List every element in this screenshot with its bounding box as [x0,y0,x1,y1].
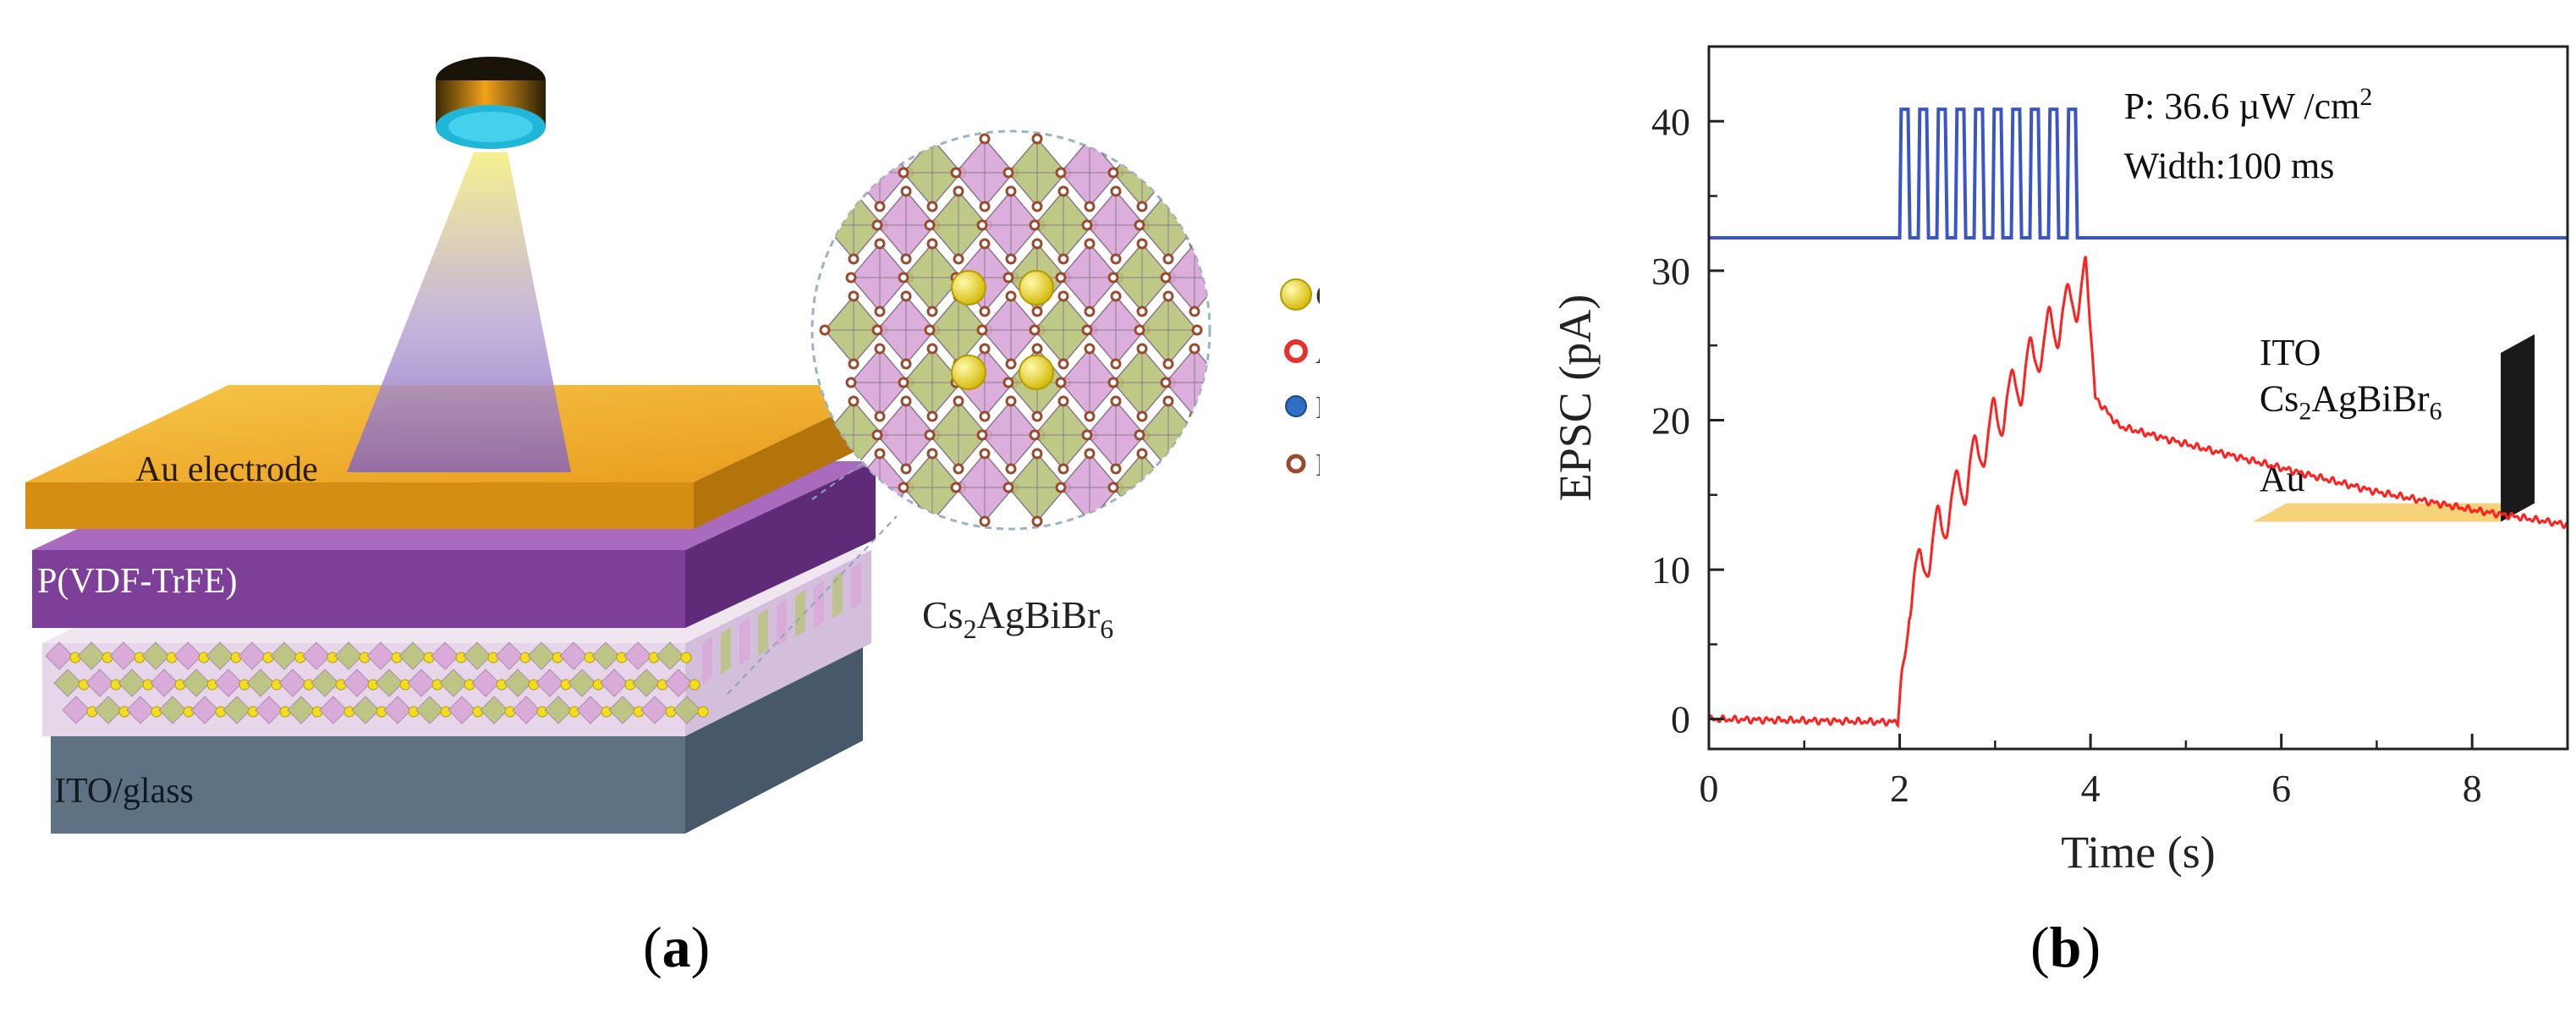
inset-layer-label: P(VDF-TrFE) [2260,424,2469,465]
crystal-formula: Cs2AgBiBr6 [922,593,1113,644]
x-axis-label: Time (s) [2061,827,2216,878]
epsc-series [1707,256,2568,729]
power-annotation: P: 36.6 µW /cm2 [2124,83,2373,127]
x-tick-label: 0 [1700,767,1719,810]
y-tick-label: 0 [1671,698,1690,741]
bi-atom-icon [1285,395,1307,417]
au-electrode-label: Au electrode [135,450,318,489]
cs-atom-icon [1280,278,1312,311]
plot-frame [1707,45,2569,751]
caption-b: (b) [2030,915,2101,979]
light-pulse-series [1709,107,2568,240]
legend-br-label: Br [1315,448,1320,483]
device-schematic-panel: Au electrode P(VDF-TrFE) ITO/glass Cs2Ag… [25,57,1354,979]
x-tick-label: 2 [1890,767,1909,810]
y-tick-label: 30 [1651,250,1690,293]
atom-legend: Cs Ag Bi Br [1280,278,1354,483]
pvdf-label: P(VDF-TrFE) [37,562,238,601]
x-tick-label: 4 [2081,767,2101,810]
caption-a: (a) [643,915,711,979]
zoom-connector [727,456,898,695]
y-axis-label: EPSC (pA) [1550,295,1601,502]
lamp-icon [436,57,546,149]
x-tick-label: 8 [2463,767,2482,810]
ag-atom-icon [1284,339,1308,363]
ito-glass-label: ITO/glass [54,772,194,811]
legend-cs-label: Cs [1315,278,1320,314]
crystal-structure-zoom [810,129,1211,531]
legend-ag-label: Ag [1315,335,1320,371]
legend-bi-label: Bi [1315,390,1320,426]
inset-layer-label: ITO [2260,332,2321,373]
epsc-chart-panel: Au P(VDF-TrFE) Cs2AgBiBr6 ITO 0 2 4 6 8 0 10 20 30 4… [1489,0,2576,1013]
device-schematic: Au electrode P(VDF-TrFE) ITO/glass Cs2Ag… [25,57,1354,834]
y-tick-label: 20 [1651,399,1690,442]
light-beam [347,152,571,472]
y-tick-label: 10 [1651,548,1690,592]
inset-layer-label: Cs2AgBiBr6 [2260,378,2442,426]
x-tick-label: 6 [2271,767,2291,810]
y-tick-label: 40 [1651,100,1690,143]
width-annotation: Width:100 ms [2124,145,2335,186]
br-atom-icon [1286,454,1306,474]
